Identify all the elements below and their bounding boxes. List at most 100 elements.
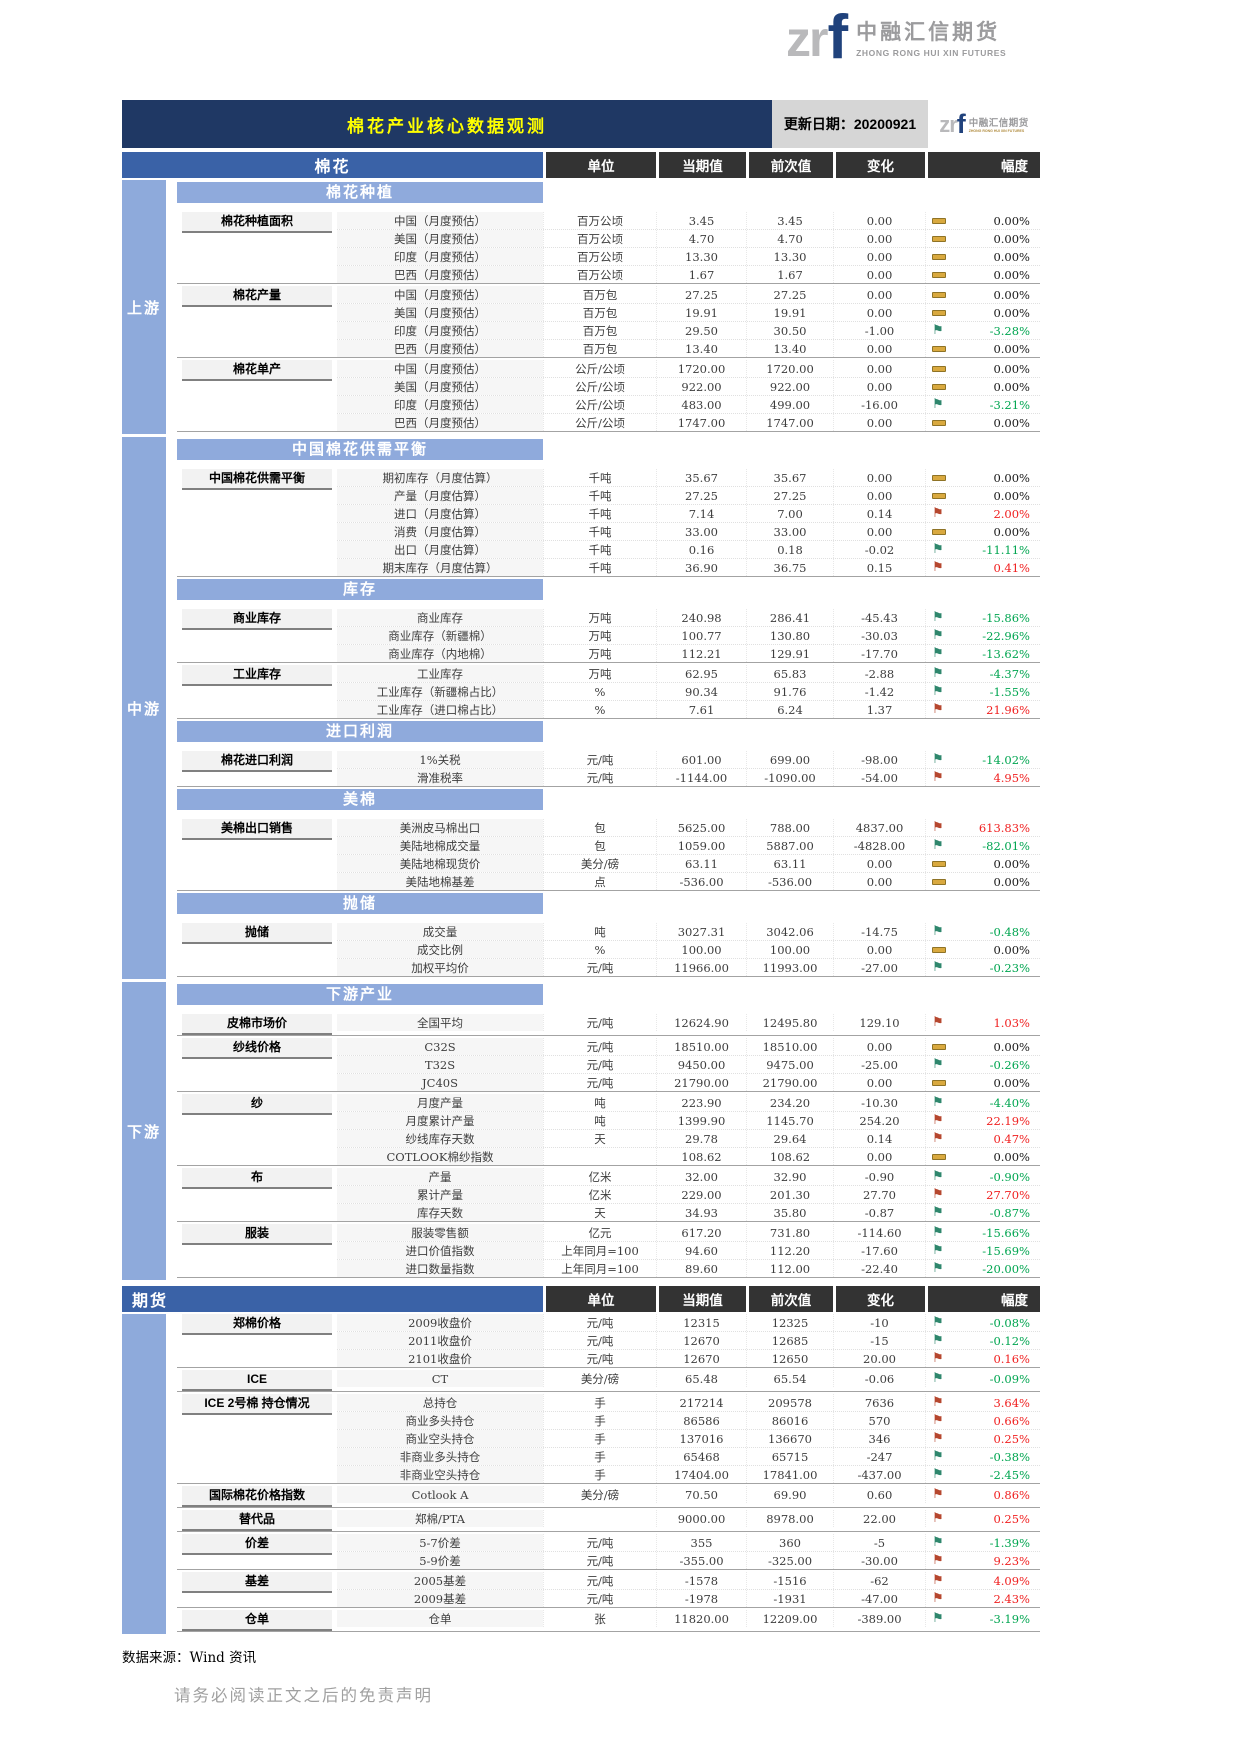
unit-cell: 万吨 — [543, 609, 656, 626]
indicator-name: 1%关税 — [337, 751, 543, 768]
trend-cell: ⚑ -0.08% — [925, 1314, 1040, 1331]
table-row: 美陆地棉基差点 -536.00 -536.00 0.00 0.00% — [337, 872, 1040, 890]
current-value: 17404.00 — [656, 1466, 746, 1483]
flag-down-icon: ⚑ — [932, 1315, 944, 1330]
pct-value: 0.00% — [993, 1039, 1030, 1054]
change-value: 0.00 — [833, 378, 925, 395]
table-row: 中国（月度预估） 百万包 27.25 27.25 0.00 0.00% — [337, 286, 1040, 303]
table-row: 服装零售额 亿元 617.20 731.80 -114.60 ⚑ -15.66% — [337, 1224, 1040, 1241]
table-row: 巴西（月度预估） 公斤/公顷 1747.00 1747.00 0.00 0.00% — [337, 413, 1040, 431]
previous-value: 1720.00 — [746, 360, 833, 377]
indicator-group: 工业库存 工业库存 万吨 62.95 65.83 -2.88 ⚑ -4.37% 工业库存（新疆棉… — [177, 665, 1040, 719]
indicator-name: 商业库存（内地棉） — [337, 645, 543, 662]
unit-cell: 吨 — [543, 1094, 656, 1111]
current-value: 27.25 — [656, 286, 746, 303]
change-value: -10 — [833, 1314, 925, 1331]
group-label-column: 价差 — [177, 1534, 337, 1569]
indicator-name: T32S — [337, 1056, 543, 1073]
indicator-name: 滑准税率 — [337, 769, 543, 786]
pct-value: 27.70% — [986, 1187, 1030, 1202]
current-value: 29.78 — [656, 1130, 746, 1147]
section-header: 棉花种植 — [177, 182, 543, 203]
pct-value: -13.62% — [982, 646, 1030, 661]
pct-value: 0.16% — [993, 1351, 1030, 1366]
group-label: 价差 — [182, 1534, 332, 1555]
group-rows: 中国（月度预估） 百万包 27.25 27.25 0.00 0.00% 美国（月度预估） 百万… — [337, 286, 1040, 357]
unit-cell: 手 — [543, 1394, 656, 1411]
table-row: 美国（月度预估） 百万包 19.91 19.91 0.00 0.00% — [337, 303, 1040, 321]
table-row: 工业库存（进口棉占比）% 7.61 6.24 1.37 ⚑ 21.96% — [337, 700, 1040, 718]
current-value: 65.48 — [656, 1370, 746, 1387]
table-row: 全国平均 元/吨 12624.90 12495.80 129.10 ⚑ 1.03% — [337, 1014, 1040, 1031]
previous-value: 29.64 — [746, 1130, 833, 1147]
change-value: 0.00 — [833, 941, 925, 958]
current-value: 1059.00 — [656, 837, 746, 854]
previous-value: 33.00 — [746, 523, 833, 540]
table-row: 库存天数天 34.93 35.80 -0.87 ⚑ -0.87% — [337, 1203, 1040, 1221]
pct-value: 0.00% — [993, 361, 1030, 376]
indicator-name: 美国（月度预估） — [337, 378, 543, 395]
change-value: 0.00 — [833, 1038, 925, 1055]
group-label-column: 棉花种植面积 — [177, 212, 337, 283]
indicator-name: 出口（月度估算） — [337, 541, 543, 558]
trend-cell: ⚑ 0.16% — [925, 1350, 1040, 1367]
pct-value: -3.28% — [989, 323, 1030, 338]
indicator-name: 累计产量 — [337, 1186, 543, 1203]
group-label: ICE 2号棉 持仓情况 — [182, 1394, 332, 1415]
trend-cell: ⚑ -3.28% — [925, 322, 1040, 339]
table-row: 累计产量 亿米 229.00 201.30 27.70 ⚑ 27.70% — [337, 1185, 1040, 1203]
table-row: 印度（月度预估） 百万包 29.50 30.50 -1.00 ⚑ -3.28% — [337, 321, 1040, 339]
flat-bar-icon — [932, 271, 946, 278]
current-value: 217214 — [656, 1394, 746, 1411]
trend-cell: 0.00% — [925, 523, 1040, 540]
trend-cell: ⚑ -0.23% — [925, 959, 1040, 976]
indicator-group: 棉花产量 中国（月度预估） 百万包 27.25 27.25 0.00 0.00% 美国（月度预… — [177, 286, 1040, 358]
pct-value: -15.66% — [982, 1225, 1030, 1240]
current-value: 89.60 — [656, 1260, 746, 1277]
change-value: 0.00 — [833, 286, 925, 303]
table-row: JC40S 元/吨 21790.00 21790.00 0.00 0.00% — [337, 1073, 1040, 1091]
unit-cell: 手 — [543, 1466, 656, 1483]
current-value: 223.90 — [656, 1094, 746, 1111]
indicator-group: 郑棉价格 2009收盘价 元/吨 12315 12325 -10 ⚑ -0.08% 2011收盘… — [177, 1314, 1040, 1368]
trend-cell: ⚑ 27.70% — [925, 1186, 1040, 1203]
change-value: 0.00 — [833, 523, 925, 540]
flag-down-icon: ⚑ — [932, 666, 944, 681]
change-value: -30.03 — [833, 627, 925, 644]
pct-value: -0.90% — [989, 1169, 1030, 1184]
previous-value: 12209.00 — [746, 1610, 833, 1627]
previous-value: 1747.00 — [746, 414, 833, 431]
logo-company-name-cn: 中融汇信期货 — [856, 21, 1001, 44]
pct-value: 4.95% — [993, 770, 1030, 785]
unit-cell — [543, 1510, 656, 1527]
current-value: -1578 — [656, 1572, 746, 1589]
trend-cell: ⚑ -15.86% — [925, 609, 1040, 626]
flag-up-icon: ⚑ — [932, 1131, 944, 1146]
table-row: 成交量吨 3027.31 3042.06 -14.75 ⚑ -0.48% — [337, 923, 1040, 940]
unit-cell: 公斤/公顷 — [543, 360, 656, 377]
unit-cell: 包 — [543, 837, 656, 854]
flat-bar-icon — [932, 235, 946, 242]
unit-cell: % — [543, 683, 656, 700]
indicator-name: 商业库存 — [337, 609, 543, 626]
flat-bar-icon — [932, 217, 946, 224]
change-value: 0.00 — [833, 304, 925, 321]
previous-value: 65715 — [746, 1448, 833, 1465]
table-row: 美国（月度预估） 公斤/公顷 922.00 922.00 0.00 0.00% — [337, 377, 1040, 395]
flat-bar-icon — [932, 474, 946, 481]
pct-value: 22.19% — [986, 1113, 1030, 1128]
trend-cell: 0.00% — [925, 941, 1040, 958]
trend-cell: 0.00% — [925, 286, 1040, 303]
flag-up-icon: ⚑ — [932, 1395, 944, 1410]
indicator-name: 巴西（月度预估） — [337, 414, 543, 431]
table-header-main: 棉花 单位 当期值 前次值 变化 幅度 — [122, 152, 1040, 178]
unit-cell: 元/吨 — [543, 1314, 656, 1331]
indicator-group: 抛储 成交量吨 3027.31 3042.06 -14.75 ⚑ -0.48% 成交比例% 10… — [177, 923, 1040, 977]
previous-value: 35.80 — [746, 1204, 833, 1221]
indicator-name: 郑棉/PTA — [337, 1510, 543, 1527]
pct-value: 0.00% — [993, 470, 1030, 485]
unit-cell: 元/吨 — [543, 1038, 656, 1055]
trend-cell: ⚑ -4.40% — [925, 1094, 1040, 1111]
change-value: -10.30 — [833, 1094, 925, 1111]
group-rows: Cotlook A 美分/磅 70.50 69.90 0.60 ⚑ 0.86% — [337, 1486, 1040, 1507]
